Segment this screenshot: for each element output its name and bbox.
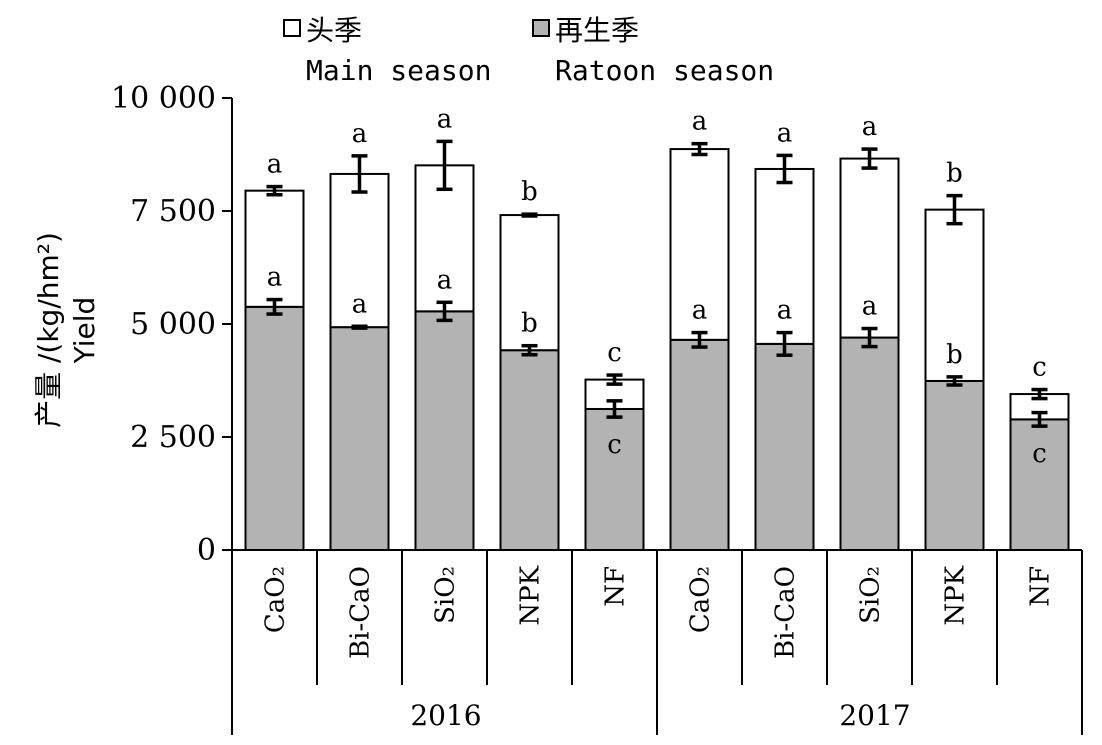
x-category-label: NF (601, 566, 631, 607)
error-bar-ratoon-season (776, 330, 793, 357)
error-bar-main-season (436, 139, 453, 192)
sig-letter-ratoon-season: b (521, 309, 538, 339)
x-category-label: NPK (516, 565, 546, 625)
sig-letter-main-season: a (777, 118, 793, 148)
legend-swatch-main-season (283, 19, 301, 37)
bar-ratoon-season (754, 342, 815, 551)
bar-main-season (754, 167, 815, 345)
legend-label-main-season-cn: 头季 (306, 14, 362, 47)
legend-label-main-season-en: Main season (306, 54, 491, 87)
sig-letter-main-season: a (437, 104, 453, 134)
x-axis-categories: CaO₂ Bi-CaO SiO₂ NPK NF CaO₂ Bi-CaO SiO₂ NPK NF (231, 550, 1083, 735)
bar-ratoon-season (414, 310, 475, 551)
sig-letter-main-season: a (352, 119, 368, 149)
error-bar-ratoon-season (946, 375, 963, 387)
x-category-label: CaO₂ (261, 566, 291, 633)
bar-ratoon-season (839, 336, 900, 551)
error-bar-ratoon-season (606, 399, 623, 419)
sig-letter-main-season: a (267, 150, 283, 180)
error-bar-ratoon-season (351, 324, 368, 330)
bar-ratoon-season (244, 305, 305, 551)
x-category-label: Bi-CaO (771, 566, 801, 659)
error-bar-main-season (776, 153, 793, 185)
bar-ratoon-season (584, 407, 645, 552)
sig-letter-ratoon-season: a (692, 296, 708, 326)
legend-swatch-ratoon-season (532, 19, 550, 37)
sig-letter-ratoon-season: b (946, 340, 963, 370)
error-bar-ratoon-season (266, 297, 283, 316)
bar-main-season (499, 214, 560, 352)
sig-letter-ratoon-season: a (267, 263, 283, 293)
x-category-label: Bi-CaO (346, 566, 376, 659)
sig-letter-ratoon-season: c (1032, 439, 1047, 469)
sig-letter-main-season: c (1032, 353, 1047, 383)
x-category-label: SiO₂ (856, 566, 886, 624)
sig-letter-ratoon-season: a (352, 289, 368, 319)
sig-letter-ratoon-season: a (437, 265, 453, 295)
y-tick-label: 0 (197, 533, 216, 568)
y-tick-label: 2 500 (130, 420, 216, 455)
y-tick-label: 10 000 (111, 81, 216, 116)
group-label-2017: 2017 (839, 699, 910, 732)
error-bar-main-season (691, 141, 708, 157)
sig-letter-main-season: a (862, 112, 878, 142)
error-bars (266, 139, 1048, 428)
x-category-label: CaO₂ (686, 566, 716, 633)
y-tick-label: 5 000 (130, 307, 216, 342)
error-bar-ratoon-season (861, 326, 878, 349)
error-bar-main-season (266, 184, 283, 197)
bar-ratoon-season (669, 338, 730, 551)
error-bar-main-season (606, 373, 623, 386)
error-bar-ratoon-season (1031, 410, 1048, 428)
y-tick-label: 7 500 (130, 194, 216, 229)
bar-main-season (329, 172, 390, 329)
error-bar-ratoon-season (691, 330, 708, 349)
error-bar-main-season (521, 212, 538, 218)
sig-letter-main-season: c (607, 338, 622, 368)
sig-letter-main-season: b (946, 159, 963, 189)
error-bar-main-season (861, 147, 878, 170)
group-label-2016: 2016 (410, 699, 481, 732)
error-bar-ratoon-season (436, 300, 453, 323)
bars (244, 148, 1070, 552)
bar-main-season (924, 208, 985, 382)
bar-main-season (669, 148, 730, 341)
x-category-label: NF (1026, 566, 1056, 607)
sig-letter-ratoon-season: c (607, 430, 622, 460)
y-axis-title-en: Yield (68, 297, 101, 365)
bar-ratoon-season (924, 379, 985, 551)
sig-letter-main-season: a (692, 107, 708, 137)
legend: 头季 Main season 再生季 Ratoon season (283, 14, 774, 87)
y-axis-title: 产量 /(kg/hm²) (32, 232, 65, 428)
error-bar-main-season (1031, 387, 1048, 401)
significance-letters: a a a a a a b b c c a a a a a a b b c c (267, 104, 1047, 469)
legend-label-ratoon-season-cn: 再生季 (555, 14, 639, 47)
sig-letter-ratoon-season: a (777, 296, 793, 326)
x-category-label: NPK (941, 565, 971, 625)
x-category-label: SiO₂ (431, 566, 461, 624)
sig-letter-main-season: b (521, 177, 538, 207)
error-bar-main-season (946, 193, 963, 226)
sig-letter-ratoon-season: a (862, 292, 878, 322)
legend-label-ratoon-season-en: Ratoon season (555, 54, 774, 87)
y-axis-ticks: 0 2 500 5 000 7 500 10 000 (111, 81, 232, 568)
bar-ratoon-season (329, 326, 390, 551)
bar-ratoon-season (1009, 418, 1070, 552)
bar-ratoon-season (499, 349, 560, 551)
error-bar-ratoon-season (521, 343, 538, 357)
error-bar-main-season (351, 154, 368, 194)
